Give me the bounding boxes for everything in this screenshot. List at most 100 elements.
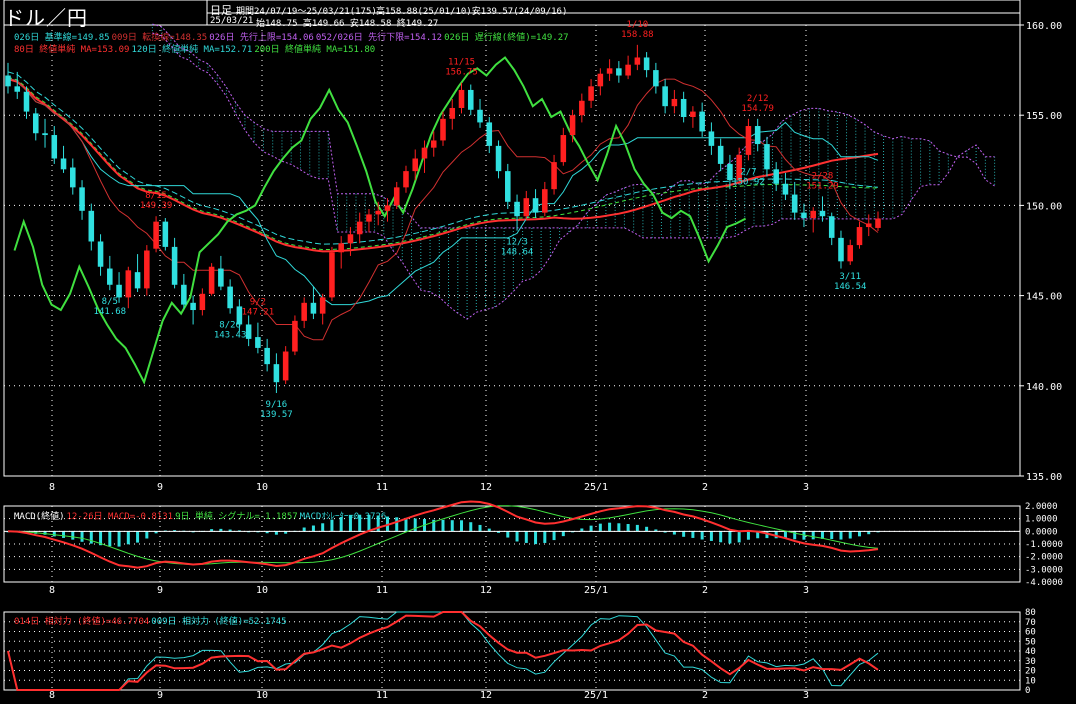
main-panel-frame [3, 24, 1021, 477]
x-tick-label: 2 [702, 690, 708, 701]
candle-body [42, 133, 48, 136]
rsi-y-tick-label: 20 [1025, 667, 1036, 677]
kijun-line [7, 77, 879, 306]
y-tick-label: 155.00 [1026, 111, 1062, 122]
candle-body [606, 68, 613, 74]
macd-bar [756, 531, 760, 539]
candle-body [329, 252, 335, 298]
macd_legend-item: MACDｵｼﾚｰﾀｰ=0.3726 [299, 512, 387, 522]
candle-body [338, 243, 344, 253]
candle-body [107, 268, 113, 285]
candle-body [532, 198, 539, 213]
macd-bar [210, 529, 214, 532]
macd-bar [700, 531, 704, 540]
candle-body [32, 113, 39, 134]
rsi9-line [7, 611, 879, 691]
rsi-y-tick-label: 60 [1025, 628, 1036, 638]
macd-bar [478, 524, 482, 532]
y-tick-label: 135.00 [1026, 472, 1062, 483]
candle-body [773, 169, 779, 184]
macd-y-tick-label: -1.0000 [1025, 540, 1063, 550]
x-tick-label: 2 [702, 585, 708, 596]
x-tick-label: 12 [480, 482, 492, 493]
macd-bar [802, 531, 806, 540]
macd_legend-item: 9日 単純 シグナル=-1.1857 [175, 512, 298, 522]
macd-bar [228, 529, 232, 532]
candle-body [292, 320, 298, 352]
macd-bar [145, 531, 149, 539]
macd-bar [543, 531, 547, 543]
macd-bar [89, 531, 93, 544]
ma120-line [7, 71, 879, 245]
macd-bar [506, 531, 510, 538]
annotation-date: 8/26 [219, 321, 241, 331]
candle-body [60, 158, 67, 170]
macd-bar [820, 531, 824, 539]
x-tick-label: 8 [49, 585, 55, 596]
candle-body [255, 337, 261, 348]
macd-bar [848, 531, 852, 539]
macd-bar [774, 531, 778, 539]
macd-bar [348, 515, 352, 532]
tenkan-line [7, 77, 879, 341]
annotation-value: 158.88 [621, 30, 654, 40]
macd-bar [395, 517, 399, 532]
macd_legend-item: MACD(終値) [14, 512, 65, 522]
x-tick-label: 25/1 [584, 585, 608, 596]
macd-bar [460, 520, 464, 532]
macd-y-tick-label: -3.0000 [1025, 565, 1063, 575]
rsi14-line [7, 611, 879, 691]
candle-body [430, 140, 437, 148]
macd-bar [598, 523, 602, 532]
candle-body [310, 302, 317, 314]
rsi_legend-item: 014日 相対力 (終値)=46.7704 [14, 617, 150, 627]
y-tick-label: 140.00 [1026, 382, 1062, 393]
candle-body [153, 221, 159, 249]
period-label: 期間24/07/19～25/03/21(175) [236, 7, 377, 17]
candle-body [79, 187, 85, 211]
annotation-value: 146.54 [834, 282, 867, 292]
annotation-date: 2/7 [740, 167, 756, 177]
candle-body [791, 194, 798, 213]
candle-body [375, 210, 381, 215]
candle-body [486, 122, 493, 146]
macd-panel-frame [3, 505, 1021, 583]
bar-date-label: 25/03/21 [210, 16, 254, 26]
candle-body [449, 107, 456, 119]
x-tick-label: 10 [256, 690, 268, 701]
candle-body [560, 135, 567, 163]
macd-bar [265, 531, 269, 534]
macd-line [7, 500, 879, 569]
candle-body [236, 306, 243, 325]
macd-bar [552, 531, 556, 541]
macd-bar [404, 517, 408, 532]
candle-body [523, 198, 530, 217]
macd-bar [367, 514, 371, 532]
y-tick-label: 150.00 [1026, 201, 1062, 212]
rsi-y-tick-label: 30 [1025, 657, 1036, 667]
annotation-value: 150.92 [732, 177, 765, 187]
macd-bar [117, 531, 121, 547]
candle-body [301, 302, 307, 321]
macd-bar [62, 531, 66, 538]
macd-bar [339, 517, 343, 532]
candle-body [745, 126, 752, 155]
x-tick-label: 12 [480, 585, 492, 596]
macd-bar [432, 519, 436, 532]
candle-body [505, 171, 511, 202]
candle-body [856, 227, 863, 246]
macd-bar [376, 515, 380, 532]
annotation-date: 8/5 [102, 297, 118, 307]
macd-bar [330, 519, 334, 532]
rsi-y-tick-label: 80 [1025, 608, 1036, 618]
ma200-line [7, 76, 879, 251]
macd-bar [719, 531, 723, 543]
instrument-title: ドル／円 [4, 6, 88, 30]
macd-bar [450, 520, 454, 532]
macd-bar [709, 531, 713, 541]
candle-body [542, 189, 548, 213]
x-tick-label: 3 [803, 482, 809, 493]
y-tick-label: 145.00 [1026, 292, 1062, 303]
macd-bar [136, 531, 140, 543]
